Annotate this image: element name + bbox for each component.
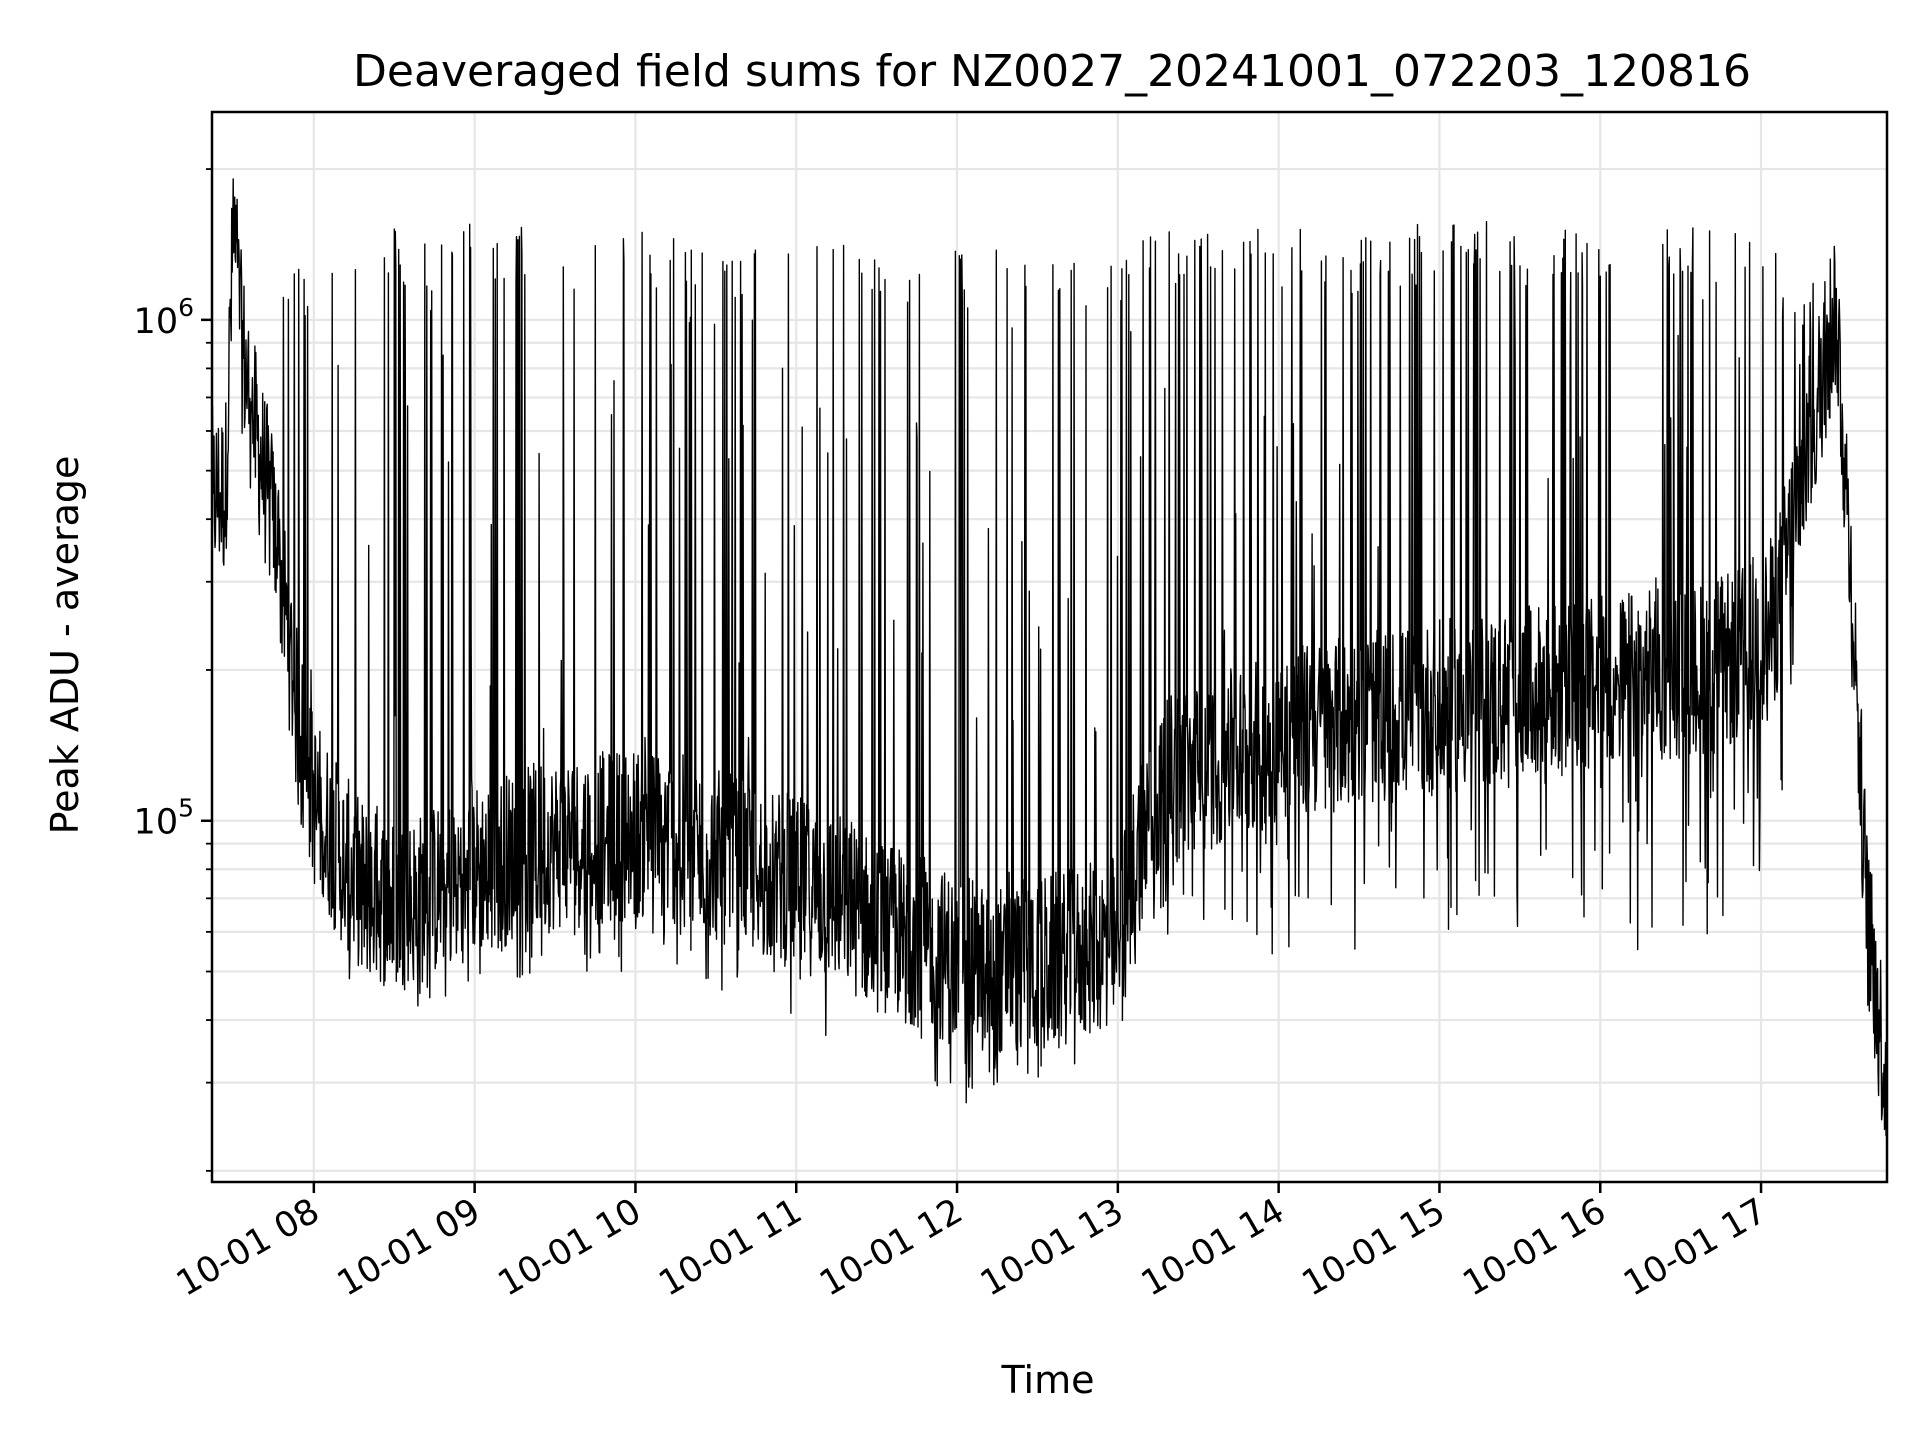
x-tick-label: 10-01 12: [813, 1191, 969, 1304]
x-tick-label: 10-01 08: [170, 1191, 326, 1304]
x-tick-label: 10-01 09: [331, 1191, 487, 1304]
plot-area: [212, 178, 1887, 1149]
plot-frame: [210, 110, 1889, 1184]
x-tick-label: 10-01 11: [652, 1191, 808, 1304]
y-axis-label: Peak ADU - average: [43, 456, 87, 835]
x-tick-label: 10-01 15: [1296, 1191, 1452, 1304]
x-axis: 10-01 08 10-01 09 10-01 10 10-01 11 10-01 12…: [170, 1182, 1774, 1304]
y-axis: 105 106: [134, 168, 212, 1172]
series-line: [212, 178, 1887, 1149]
x-tick-label: 10-01 10: [492, 1191, 648, 1304]
x-tick-label: 10-01 17: [1617, 1191, 1773, 1304]
y-tick-label: 106: [134, 293, 194, 342]
x-tick-label: 10-01 13: [974, 1191, 1130, 1304]
chart-title: Deaveraged field sums for NZ0027_2024100…: [353, 46, 1751, 97]
x-tick-label: 10-01 16: [1456, 1191, 1612, 1304]
x-tick-label: 10-01 14: [1135, 1191, 1291, 1304]
y-tick-label: 105: [134, 794, 194, 843]
x-axis-label: Time: [1001, 1358, 1095, 1402]
